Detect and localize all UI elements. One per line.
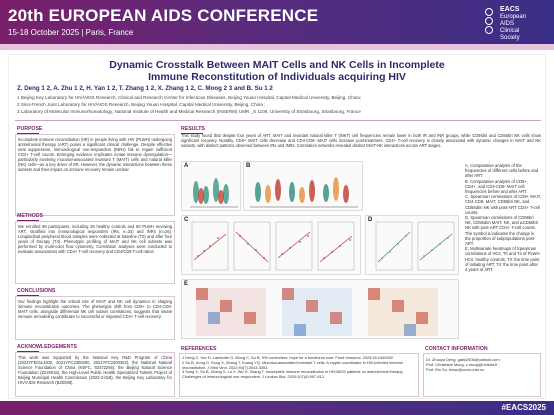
figure-panel-d: D bbox=[365, 215, 459, 275]
poster-title: Dynamic Crosstalk Between MAIT Cells and… bbox=[109, 59, 445, 83]
eacs-rings-icon bbox=[482, 8, 496, 34]
banner-accent bbox=[0, 44, 554, 50]
figure-panel-b: B bbox=[243, 161, 363, 211]
conference-footer: #EACS2025 bbox=[0, 401, 554, 415]
legend-b: B. Comparative analysis of CD8+, CD4+, a… bbox=[465, 178, 528, 195]
figure-legend: A. Comparative analysis of the frequenci… bbox=[465, 163, 541, 272]
references-heading: REFERENCES bbox=[181, 346, 217, 354]
references-box bbox=[179, 353, 419, 397]
legend-c: C. Spearman correlations of CD8+ MAIT, C… bbox=[465, 194, 541, 215]
panel-e-heatmaps bbox=[196, 288, 438, 336]
affiliation-3: 3 Laboratory of Molecular Immunorhumatol… bbox=[17, 109, 361, 114]
figure-panel-e: E bbox=[181, 279, 459, 339]
methods-heading: METHODS bbox=[17, 213, 43, 221]
legend-a: A. Comparative analysis of the frequenci… bbox=[465, 163, 539, 179]
acknowledgements-heading: ACKNOWLEDGEMENTS bbox=[17, 344, 77, 352]
conference-title: 20th EUROPEAN AIDS CONFERENCE bbox=[8, 6, 319, 25]
purpose-box bbox=[15, 134, 175, 216]
conference-banner: 20th EUROPEAN AIDS CONFERENCE 15-18 Octo… bbox=[0, 0, 554, 44]
acknowledgements-text: This work was supported by the National … bbox=[18, 355, 172, 385]
legend-d: D. Spearman correlations of CD56bri NK, … bbox=[465, 215, 539, 247]
eacs-logo-name: EACS bbox=[500, 6, 520, 13]
methods-text: We enrolled 89 participants, including 2… bbox=[18, 224, 172, 254]
conclusions-text: Our findings highlight the critical role… bbox=[18, 299, 172, 319]
legend-e: E. Multivariate heatmaps of Spearman cor… bbox=[465, 246, 541, 273]
poster: Dynamic Crosstalk Between MAIT Cells and… bbox=[8, 54, 546, 399]
methods-box bbox=[15, 221, 175, 284]
results-heading: RESULTS bbox=[181, 126, 205, 134]
contact-heading: CONTACT INFORMATION bbox=[425, 346, 488, 354]
author-list: Z. Deng 1 2, A. Zhu 1 2, H. Yan 1 2, T. … bbox=[17, 85, 273, 92]
contact-list: Dr. Zhuoya Deng, gaby2006@outlook.com ; … bbox=[426, 357, 502, 372]
panel-d-scatter-plots bbox=[375, 221, 455, 271]
figure-panel-a: A bbox=[181, 161, 241, 211]
figure-panel-c: C bbox=[181, 215, 361, 275]
eacs-logo: EACS European AIDS Clinical Society bbox=[482, 6, 546, 41]
conclusions-box bbox=[15, 296, 175, 340]
acknowledgements-box bbox=[15, 352, 175, 397]
affiliation-1: 1 Beijing Key Laboratory for HIV/AIDS Re… bbox=[17, 95, 362, 100]
header-divider bbox=[15, 120, 541, 121]
results-text: This study found that despite four years… bbox=[181, 133, 541, 148]
purpose-heading: PURPOSE bbox=[17, 126, 43, 134]
conference-dates: 15-18 October 2025 | Paris, France bbox=[8, 28, 134, 37]
affiliation-2: 2 Sino-French Joint Laboratory for HIV/A… bbox=[17, 102, 266, 107]
conclusions-heading: CONCLUSIONS bbox=[17, 288, 56, 296]
purpose-text: Incomplete immune reconstitution (IIR) i… bbox=[18, 137, 172, 172]
hashtag: #EACS2025 bbox=[501, 403, 546, 412]
contact-box bbox=[423, 353, 541, 397]
panel-b-violin-plot bbox=[250, 177, 358, 208]
panel-c-scatter-plots bbox=[191, 221, 355, 271]
panel-a-violin-plot bbox=[190, 178, 238, 208]
references-list: 1 Deng Z, Yan H, Lambotte O, Moog C, Su … bbox=[182, 355, 404, 380]
